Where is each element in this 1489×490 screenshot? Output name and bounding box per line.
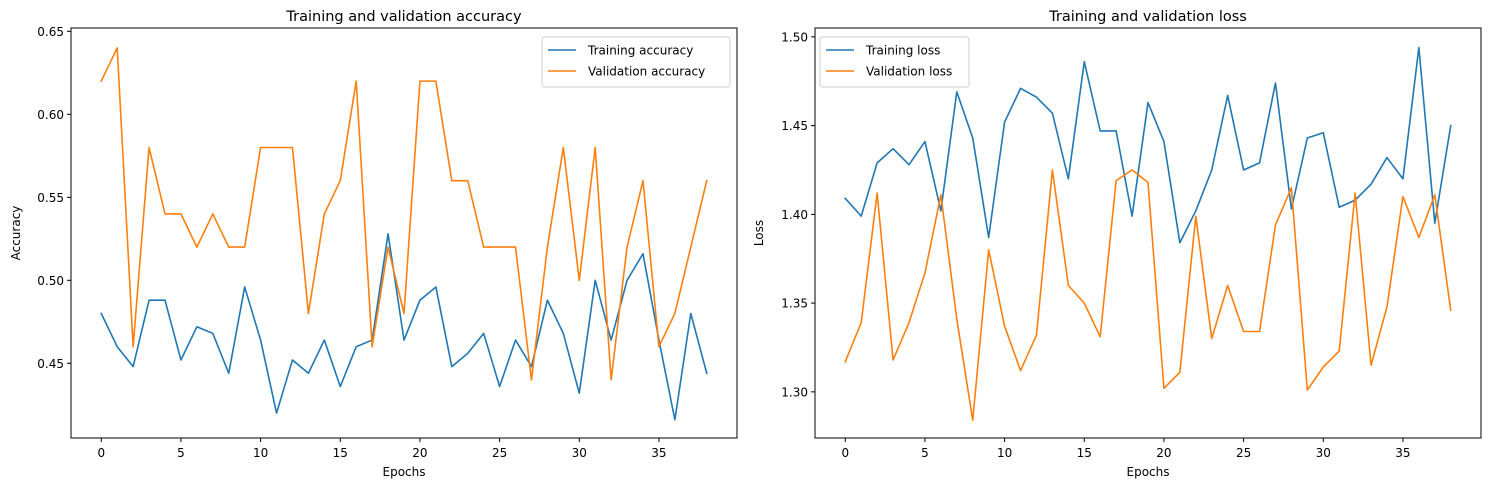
x-tick-label: 10 xyxy=(253,446,268,460)
loss-axes-frame xyxy=(814,27,1482,439)
training-accuracy-line xyxy=(100,233,708,421)
x-tick-label: 30 xyxy=(1316,446,1331,460)
loss-x-axis-label: Epochs xyxy=(1127,465,1170,479)
x-tick-label: 20 xyxy=(412,446,427,460)
accuracy-axes-frame xyxy=(70,27,738,439)
y-tick-label: 1.45 xyxy=(781,119,808,133)
accuracy-y-axis-label: Accuracy xyxy=(9,206,23,261)
x-tick-label: 10 xyxy=(997,446,1012,460)
training-loss-line xyxy=(844,46,1452,244)
validation-accuracy-line xyxy=(100,47,708,381)
legend-entry-label: Training loss xyxy=(865,44,940,58)
x-tick-label: 15 xyxy=(333,446,348,460)
y-tick-label: 1.50 xyxy=(781,30,808,44)
loss-legend: Training loss Validation loss xyxy=(819,36,970,88)
x-tick-label: 25 xyxy=(1236,446,1251,460)
x-tick-label: 35 xyxy=(1395,446,1410,460)
y-tick-label: 1.40 xyxy=(781,208,808,222)
x-tick-label: 25 xyxy=(492,446,507,460)
x-tick-label: 0 xyxy=(97,446,105,460)
x-tick-label: 5 xyxy=(921,446,929,460)
y-tick-label: 0.60 xyxy=(37,108,64,122)
x-tick-label: 35 xyxy=(651,446,666,460)
y-tick-label: 0.55 xyxy=(37,191,64,205)
x-tick-label: 20 xyxy=(1156,446,1171,460)
loss-y-axis-label: Loss xyxy=(752,220,766,246)
legend-entry-label: Validation loss xyxy=(866,65,952,79)
loss-chart-panel: 0 5 10 15 20 25 30 35 1.30 1.35 1.40 1.45 1.50 Traini… xyxy=(752,9,1482,479)
legend-frame xyxy=(541,36,731,88)
y-tick-label: 0.65 xyxy=(37,25,64,39)
validation-loss-line xyxy=(844,169,1452,422)
x-tick-label: 15 xyxy=(1077,446,1092,460)
legend-frame xyxy=(819,36,970,88)
legend-entry-label: Validation accuracy xyxy=(588,65,705,79)
y-tick-label: 1.30 xyxy=(781,385,808,399)
legend-entry-label: Training accuracy xyxy=(587,44,693,58)
x-tick-label: 5 xyxy=(177,446,185,460)
loss-chart-title: Training and validation loss xyxy=(1048,9,1247,25)
accuracy-chart-title: Training and validation accuracy xyxy=(285,9,522,25)
y-tick-label: 1.35 xyxy=(781,297,808,311)
accuracy-chart-panel: 0 5 10 15 20 25 30 35 0.45 0.50 0.55 0.60 0.65 Traini… xyxy=(9,9,738,479)
accuracy-x-axis-label: Epochs xyxy=(383,465,426,479)
y-tick-label: 0.50 xyxy=(37,274,64,288)
x-tick-label: 30 xyxy=(572,446,587,460)
y-tick-label: 0.45 xyxy=(37,357,64,371)
accuracy-legend: Training accuracy Validation accuracy xyxy=(541,36,731,88)
x-tick-label: 0 xyxy=(841,446,849,460)
